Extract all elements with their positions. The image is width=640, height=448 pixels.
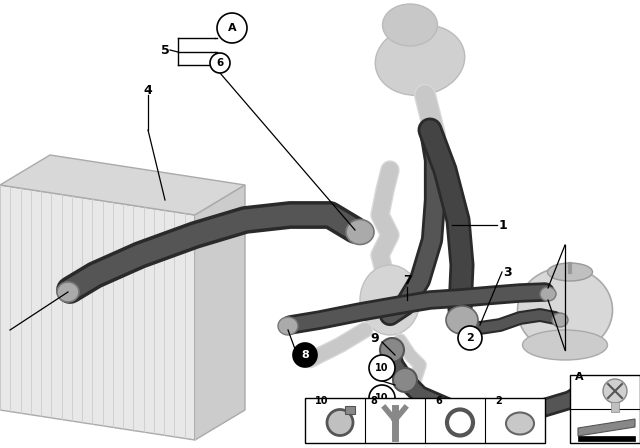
Text: A: A (575, 372, 584, 382)
Circle shape (393, 368, 417, 392)
Ellipse shape (446, 306, 478, 334)
Ellipse shape (547, 263, 593, 281)
Bar (570, 375, 640, 443)
Text: 1: 1 (499, 219, 508, 232)
Bar (611, 402, 619, 412)
Polygon shape (0, 185, 195, 440)
Text: 287592: 287592 (578, 435, 618, 445)
Circle shape (327, 409, 353, 435)
Polygon shape (0, 155, 245, 215)
Text: 3: 3 (504, 266, 512, 279)
Text: 10: 10 (315, 396, 328, 406)
Ellipse shape (278, 317, 298, 335)
Bar (578, 436, 635, 441)
Text: 5: 5 (161, 43, 170, 56)
Ellipse shape (375, 25, 465, 95)
Ellipse shape (540, 287, 556, 301)
Text: 9: 9 (371, 332, 380, 345)
Ellipse shape (552, 313, 568, 327)
Circle shape (447, 409, 473, 435)
Ellipse shape (506, 413, 534, 435)
Circle shape (369, 355, 395, 381)
Text: 8: 8 (301, 350, 309, 360)
Text: A: A (228, 23, 236, 33)
Text: 6: 6 (216, 58, 223, 68)
Text: 10: 10 (375, 363, 388, 373)
Ellipse shape (383, 4, 438, 46)
Circle shape (217, 13, 247, 43)
Bar (305, 398, 545, 443)
Polygon shape (195, 185, 245, 440)
Text: 2: 2 (495, 396, 502, 406)
Circle shape (603, 379, 627, 403)
Ellipse shape (57, 282, 79, 302)
Ellipse shape (522, 330, 607, 360)
Text: 6: 6 (435, 396, 442, 406)
Ellipse shape (346, 220, 374, 245)
Circle shape (369, 385, 395, 411)
Circle shape (380, 338, 404, 362)
Polygon shape (578, 419, 635, 436)
Ellipse shape (518, 267, 612, 353)
Text: 7: 7 (403, 273, 412, 287)
Ellipse shape (360, 265, 420, 335)
Circle shape (293, 343, 317, 367)
Text: 4: 4 (143, 83, 152, 96)
Text: 2: 2 (466, 333, 474, 343)
Circle shape (210, 53, 230, 73)
Circle shape (458, 326, 482, 350)
Text: 8: 8 (370, 396, 377, 406)
Bar (345, 406, 355, 414)
Text: 10: 10 (375, 393, 388, 403)
